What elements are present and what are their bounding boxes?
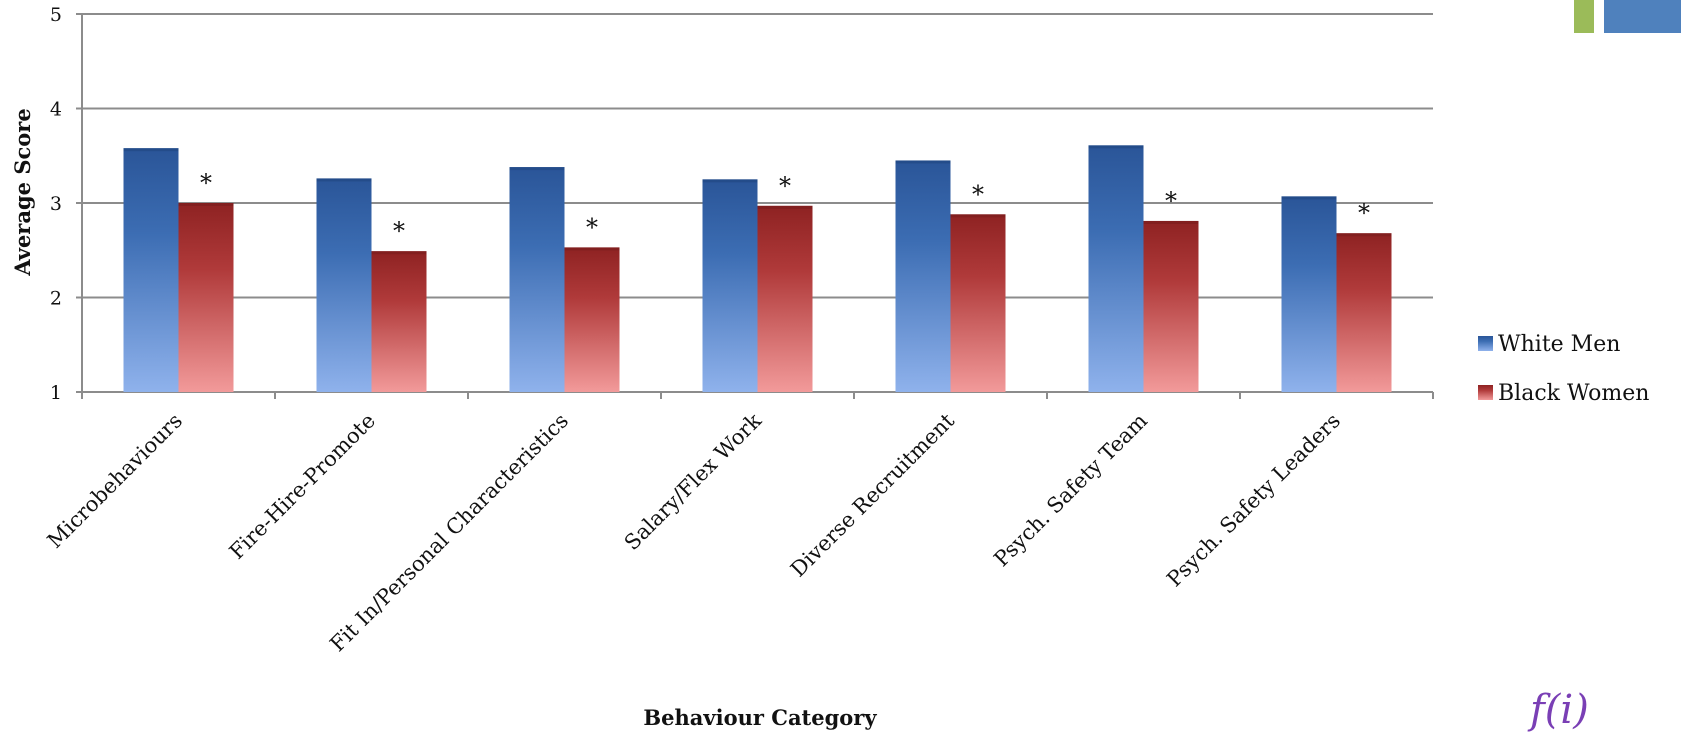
bar-top-edge [510,167,565,170]
bar-top-edge [124,148,179,151]
bar-top-edge [703,179,758,182]
bar-black-women [1144,221,1199,392]
y-tick-label: 3 [50,193,62,215]
bar-black-women [565,247,620,392]
bar-black-women [1337,233,1392,392]
bar-top-edge [951,214,1006,217]
x-tick-label: Fit In/Personal Characteristics [325,409,573,657]
significance-marker: * [200,169,212,197]
x-tick-label: Diverse Recruitment [786,408,959,581]
x-tick-label: Psych. Safety Team [989,409,1152,572]
x-tick-label: Fire-Hire-Promote [225,409,380,564]
legend-label-black-women: Black Women [1498,381,1649,406]
legend-swatch-black-women [1478,385,1493,400]
bar-top-edge [896,160,951,163]
x-axis-title: Behaviour Category [643,705,877,730]
bar-black-women [372,251,427,392]
logo: f(i) [1530,690,1589,730]
legend-label-white-men: White Men [1498,332,1620,357]
significance-marker: * [586,213,598,241]
y-tick-label: 2 [50,288,62,310]
significance-marker: * [779,172,791,200]
bar-top-edge [758,206,813,209]
bar-white-men [1089,145,1144,392]
y-tick-label: 1 [50,382,62,404]
x-tick-label: Microbehaviours [43,409,187,553]
y-tick-label: 4 [50,99,62,121]
bar-black-women [179,203,234,392]
bar-top-edge [565,247,620,250]
bar-white-men [896,160,951,392]
bar-black-women [951,214,1006,392]
bar-top-edge [372,251,427,254]
bar-top-edge [179,203,234,206]
x-tick-label: Salary/Flex Work [620,408,767,555]
bar-white-men [703,179,758,392]
significance-marker: * [1165,187,1177,215]
bar-top-edge [1089,145,1144,148]
significance-marker: * [1358,199,1370,227]
legend-swatch-white-men [1478,336,1493,351]
bar-white-men [317,178,372,392]
significance-marker: * [972,180,984,208]
bar-white-men [1282,196,1337,392]
bar-top-edge [1282,196,1337,199]
y-axis-title: Average Score [10,108,35,276]
bar-top-edge [1144,221,1199,224]
bar-white-men [510,167,565,392]
x-tick-label: Psych. Safety Leaders [1162,409,1345,592]
bar-white-men [124,148,179,392]
bar-top-edge [317,178,372,181]
bar-top-edge [1337,233,1392,236]
significance-marker: * [393,217,405,245]
y-tick-label: 5 [50,4,62,26]
bar-black-women [758,206,813,392]
